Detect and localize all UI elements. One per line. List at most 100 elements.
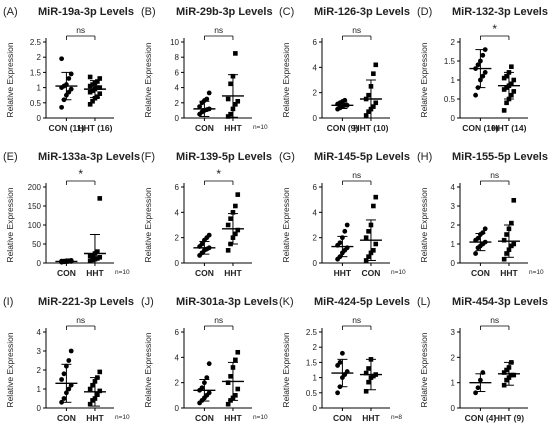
- significance-label: ns: [76, 315, 85, 325]
- x-tick-label: CON (11): [48, 123, 84, 133]
- y-tick-label: 2.5: [30, 38, 42, 47]
- data-point: [373, 241, 379, 247]
- chart-title: MiR-132-3p Levels: [452, 6, 548, 18]
- panel-letter: (E): [3, 151, 18, 163]
- sample-size-note: n=10: [391, 269, 406, 276]
- data-point: [511, 198, 517, 203]
- x-tick-label: CON: [362, 268, 381, 278]
- data-point: [225, 222, 231, 228]
- data-point: [66, 76, 72, 81]
- data-point: [371, 248, 376, 253]
- significance-label: *: [78, 167, 83, 181]
- data-point: [366, 92, 371, 98]
- data-point: [233, 231, 238, 237]
- data-point: [235, 98, 241, 104]
- data-point: [87, 253, 93, 259]
- chart-panel-5: (E) MiR-133a-3p Levels Relative Expression…: [3, 151, 140, 278]
- data-point: [230, 210, 236, 215]
- y-tick-label: 0: [37, 114, 42, 123]
- y-tick-label: 0: [175, 259, 180, 268]
- data-point: [90, 82, 95, 87]
- data-point: [366, 229, 371, 234]
- data-point: [475, 385, 481, 391]
- y-tick-label: 0: [37, 259, 42, 268]
- chart-title: MiR-155-5p Levels: [452, 151, 548, 163]
- y-tick-label: 3: [451, 328, 456, 337]
- data-point: [90, 253, 95, 258]
- data-point: [233, 393, 238, 398]
- data-point: [228, 111, 233, 117]
- panel-letter: (L): [417, 296, 430, 308]
- panel-letter: (D): [417, 6, 432, 18]
- chart-panel-12: (L) MiR-454-3p Levels Relative Expression 0…: [417, 296, 548, 423]
- data-point: [68, 382, 74, 388]
- y-tick-label: 2: [175, 379, 180, 388]
- data-point: [97, 76, 103, 81]
- x-tick-label: HHT: [224, 268, 242, 278]
- chart-title: MiR-424-5p Levels: [314, 296, 410, 308]
- y-tick-label: 3: [451, 202, 456, 211]
- data-point: [337, 240, 343, 246]
- y-tick-label: 4: [313, 63, 318, 72]
- y-tick-label: 0.5: [306, 389, 318, 398]
- y-tick-label: 4: [175, 208, 180, 217]
- data-point: [511, 372, 517, 378]
- chart-title: MiR-126-3p Levels: [314, 6, 410, 18]
- significance-label: ns: [352, 25, 361, 35]
- x-tick-label: CON: [333, 413, 352, 423]
- x-tick-label: HHT (9): [494, 413, 524, 423]
- y-tick-label: 4: [313, 208, 318, 217]
- data-point: [482, 70, 488, 75]
- x-tick-label: CON: [57, 268, 76, 278]
- data-point: [66, 386, 72, 392]
- y-tick-label: 100: [28, 221, 42, 230]
- data-point: [87, 89, 93, 95]
- chart-title: MiR-301a-3p Levels: [176, 296, 278, 308]
- y-tick-label: 0: [313, 259, 318, 268]
- sample-size-note: n=10: [115, 269, 130, 276]
- data-point: [87, 401, 93, 407]
- y-tick-label: 0: [37, 404, 42, 413]
- data-point: [87, 83, 93, 89]
- chart-panel-9: (I) MiR-221-3p Levels Relative Expression 0…: [3, 296, 134, 423]
- data-point: [363, 388, 369, 394]
- data-point: [342, 228, 348, 234]
- data-point: [233, 357, 238, 363]
- data-point: [61, 371, 67, 377]
- data-point: [371, 104, 376, 109]
- y-tick-label: 0: [175, 404, 180, 413]
- x-tick-label: HHT: [224, 123, 242, 133]
- y-tick-label: 1: [37, 385, 42, 394]
- data-point: [504, 73, 509, 79]
- y-axis-label: Relative Expression: [143, 332, 153, 407]
- data-point: [225, 114, 231, 119]
- sample-size-note: n=10: [115, 414, 130, 421]
- significance-label: *: [492, 22, 497, 36]
- data-point: [95, 85, 100, 90]
- data-point: [509, 92, 514, 98]
- data-point: [59, 56, 64, 62]
- chart-title: MiR-145-5p Levels: [314, 151, 410, 163]
- chart-panel-8: (H) MiR-155-5p Levels Relative Expression 0…: [417, 151, 548, 278]
- data-point: [504, 232, 509, 237]
- data-point: [482, 226, 488, 232]
- chart-title: MiR-19a-3p Levels: [38, 6, 134, 18]
- data-point: [480, 52, 486, 58]
- y-axis-label: Relative Expression: [281, 332, 291, 407]
- chart-panel-7: (G) MiR-145-5p Levels Relative Expression 0…: [279, 151, 410, 278]
- y-tick-label: 3: [37, 347, 42, 356]
- sample-size-note: n=8: [391, 414, 402, 421]
- y-tick-label: 2: [175, 234, 180, 243]
- data-point: [87, 386, 93, 392]
- data-point: [235, 386, 241, 392]
- data-point: [511, 241, 517, 247]
- y-tick-label: 8: [175, 53, 180, 62]
- y-tick-label: 1.5: [444, 57, 456, 66]
- chart-panel-4: (D) MiR-132-3p Levels Relative Expression 0…: [417, 6, 548, 133]
- data-point: [344, 222, 350, 228]
- data-point: [206, 90, 212, 96]
- data-point: [342, 97, 348, 103]
- y-tick-label: 200: [28, 183, 42, 192]
- chart-panel-1: (A) MiR-19a-3p Levels Relative Expression 0…: [3, 6, 134, 133]
- y-tick-label: 2: [313, 89, 318, 98]
